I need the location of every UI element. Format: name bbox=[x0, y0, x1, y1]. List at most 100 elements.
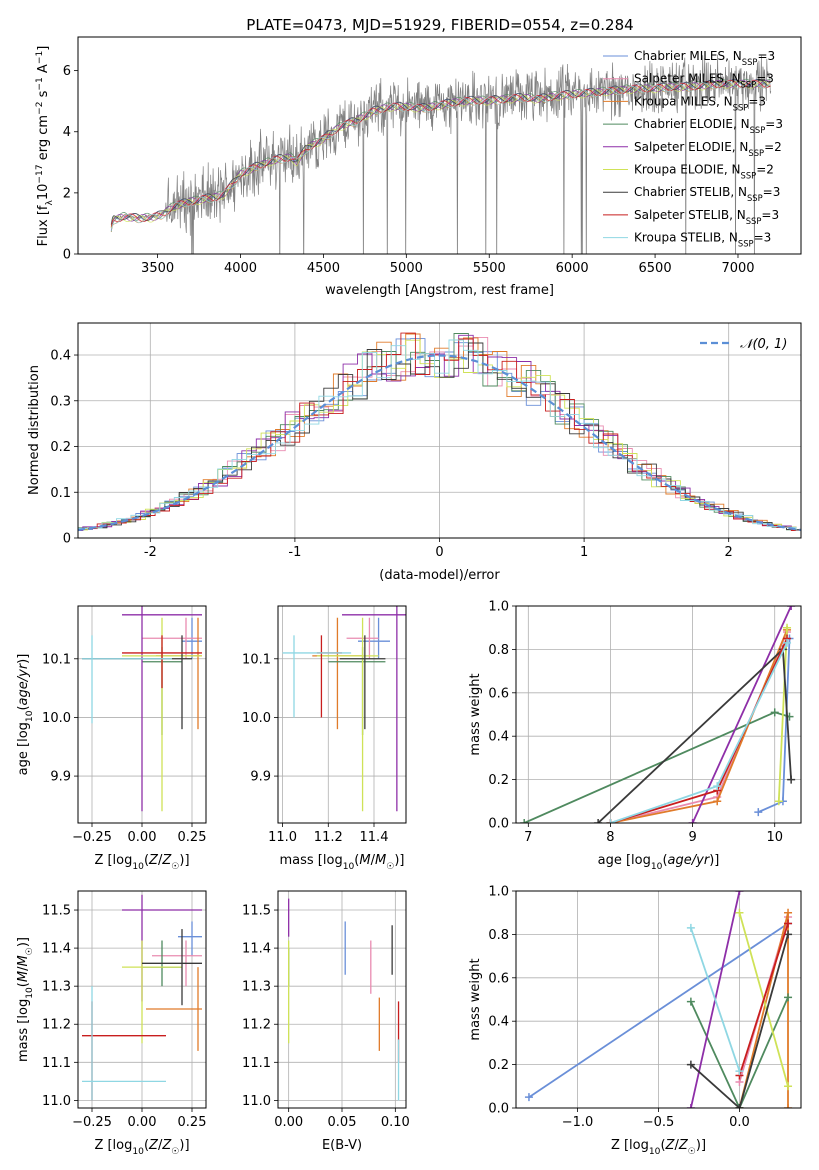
y-tick-label: 0 bbox=[63, 532, 71, 547]
weight-marker bbox=[520, 819, 529, 823]
weight-line bbox=[528, 922, 789, 1098]
y-tick-label: 0.2 bbox=[488, 773, 509, 788]
weight-marker bbox=[606, 819, 615, 823]
x-tick-label: 0.05 bbox=[328, 1115, 357, 1130]
axes-residuals: -2 -1 0 1 2 0 0.1 0.2 0.3 0.4 𝒩(0, 1) (data-model)/… bbox=[27, 322, 802, 583]
x-tick-label: 4000 bbox=[224, 261, 257, 276]
y-tick-label: 11.2 bbox=[242, 1018, 271, 1033]
y-tick-label: 0.8 bbox=[488, 643, 509, 658]
x-axis-label: E(B-V) bbox=[322, 1138, 362, 1153]
weight-marker bbox=[784, 1082, 793, 1091]
plot-area bbox=[82, 606, 202, 812]
x-tick-label: 9 bbox=[688, 830, 696, 845]
weight-marker bbox=[735, 1067, 744, 1076]
y-tick-label: 0.6 bbox=[488, 971, 509, 986]
weight-line bbox=[777, 627, 788, 802]
grid-lines bbox=[278, 606, 406, 823]
weight-series bbox=[688, 606, 796, 823]
y-axis-label: Flux [fλ10−17 erg cm−2 s−1 A−1] bbox=[35, 46, 55, 247]
y-tick-label: 2 bbox=[63, 186, 71, 201]
errorbar-point bbox=[339, 635, 386, 730]
y-tick-label: 10.1 bbox=[42, 652, 71, 667]
x-tick-label: 5500 bbox=[473, 261, 506, 276]
plot-area bbox=[82, 894, 202, 1101]
legend-label: Chabrier ELODIE, NSSP=3 bbox=[634, 117, 783, 135]
weight-marker bbox=[713, 782, 722, 791]
x-tick-label: 4500 bbox=[307, 261, 340, 276]
errorbar-point bbox=[316, 617, 379, 812]
axes-massweight_vs_Z: −1.0 −0.5 0.0 0.0 0.2 0.4 0.6 0.8 1.0 Z [log10(Z/… bbox=[468, 885, 802, 1157]
y-tick-label: 0 bbox=[63, 248, 71, 263]
spectrum-model-line bbox=[110, 80, 771, 232]
errorbar-point bbox=[82, 635, 172, 724]
x-tick-label: 6500 bbox=[639, 261, 672, 276]
axes-age_vs_Z: −0.25 0.00 0.25 9.9 10.0 10.1 Z [log10(Z/Z☉)] a… bbox=[16, 605, 207, 872]
y-axis-label: mass weight bbox=[468, 673, 483, 755]
axes-frame bbox=[515, 605, 802, 824]
x-tick-label: 6000 bbox=[556, 261, 589, 276]
errorbar-point bbox=[82, 986, 166, 1101]
weight-marker bbox=[784, 993, 793, 1002]
weight-marker bbox=[688, 819, 697, 823]
y-tick-label: 11.1 bbox=[42, 1056, 71, 1071]
weight-series bbox=[520, 708, 794, 823]
weight-marker bbox=[787, 775, 796, 784]
axes-frame bbox=[77, 36, 802, 255]
weight-series bbox=[606, 638, 792, 823]
y-tick-label: 11.2 bbox=[42, 1018, 71, 1033]
x-tick-label: 8 bbox=[606, 830, 614, 845]
errorbar-point bbox=[342, 606, 406, 812]
y-tick-label: 0.3 bbox=[50, 394, 71, 409]
figure-title: PLATE=0473, MJD=51929, FIBERID=0554, z=0… bbox=[246, 16, 633, 34]
weight-marker bbox=[686, 1104, 695, 1108]
errorbar-point bbox=[146, 967, 202, 1051]
x-axis-label: Z [log10(Z/Z☉)] bbox=[94, 1138, 189, 1157]
x-tick-label: 0.10 bbox=[381, 1115, 410, 1130]
y-tick-label: 0.1 bbox=[50, 486, 71, 501]
errorbar-point bbox=[122, 940, 182, 1044]
axes-massweight_vs_age: 7 8 9 10 0.0 0.2 0.4 0.6 0.8 1.0 age [log10(age/yr… bbox=[468, 600, 802, 872]
axes-mass_vs_EBV: 0.00 0.05 0.10 11.0 11.1 11.2 11.3 11.4 11.5 E(B-… bbox=[242, 890, 410, 1153]
y-tick-label: 0.2 bbox=[50, 440, 71, 455]
y-tick-label: 11.1 bbox=[242, 1056, 271, 1071]
y-tick-label: 9.9 bbox=[250, 770, 271, 785]
y-tick-label: 11.5 bbox=[242, 904, 271, 919]
x-tick-label: 2 bbox=[725, 545, 733, 560]
y-tick-label: 11.3 bbox=[242, 980, 271, 995]
x-axis-label: Z [log10(Z/Z☉)] bbox=[94, 853, 189, 872]
x-tick-label: 3500 bbox=[141, 261, 174, 276]
x-tick-label: 0.25 bbox=[178, 830, 207, 845]
errorbar-point bbox=[142, 929, 202, 1006]
weight-line bbox=[610, 638, 788, 823]
errorbar-point bbox=[316, 635, 342, 718]
plot-area bbox=[520, 606, 796, 823]
residual-legend: 𝒩(0, 1) bbox=[700, 337, 787, 352]
x-tick-label: -2 bbox=[144, 545, 157, 560]
y-axis-label: mass [log10(M/M☉)] bbox=[16, 937, 35, 1062]
errorbar-point bbox=[82, 635, 192, 730]
grid-lines bbox=[516, 605, 801, 824]
x-tick-label: 0.0 bbox=[729, 1115, 750, 1130]
weight-marker bbox=[524, 1093, 533, 1102]
x-tick-label: 0 bbox=[435, 545, 443, 560]
errorbar-point bbox=[312, 617, 363, 730]
errorbar-point bbox=[156, 617, 202, 730]
x-axis-label: mass [log10(M/M☉)] bbox=[280, 853, 405, 872]
y-tick-label: 11.4 bbox=[242, 942, 271, 957]
x-tick-label: −1.0 bbox=[562, 1115, 594, 1130]
legend-label: 𝒩(0, 1) bbox=[740, 337, 787, 352]
weight-marker bbox=[774, 797, 783, 806]
y-tick-label: 10.0 bbox=[242, 711, 271, 726]
y-tick-label: 1.0 bbox=[488, 885, 509, 900]
weight-line bbox=[690, 927, 741, 1072]
x-tick-label: −0.5 bbox=[643, 1115, 675, 1130]
x-tick-label: 7000 bbox=[721, 261, 754, 276]
weight-marker bbox=[783, 638, 792, 647]
residual-histogram bbox=[78, 339, 801, 531]
legend-label: Kroupa STELIB, NSSP=3 bbox=[634, 231, 771, 249]
weight-marker bbox=[784, 908, 793, 917]
weight-series bbox=[735, 919, 793, 1080]
weight-marker bbox=[735, 891, 744, 895]
y-tick-label: 11.3 bbox=[42, 980, 71, 995]
y-axis-label: age [log10(age/yr)] bbox=[16, 654, 35, 776]
